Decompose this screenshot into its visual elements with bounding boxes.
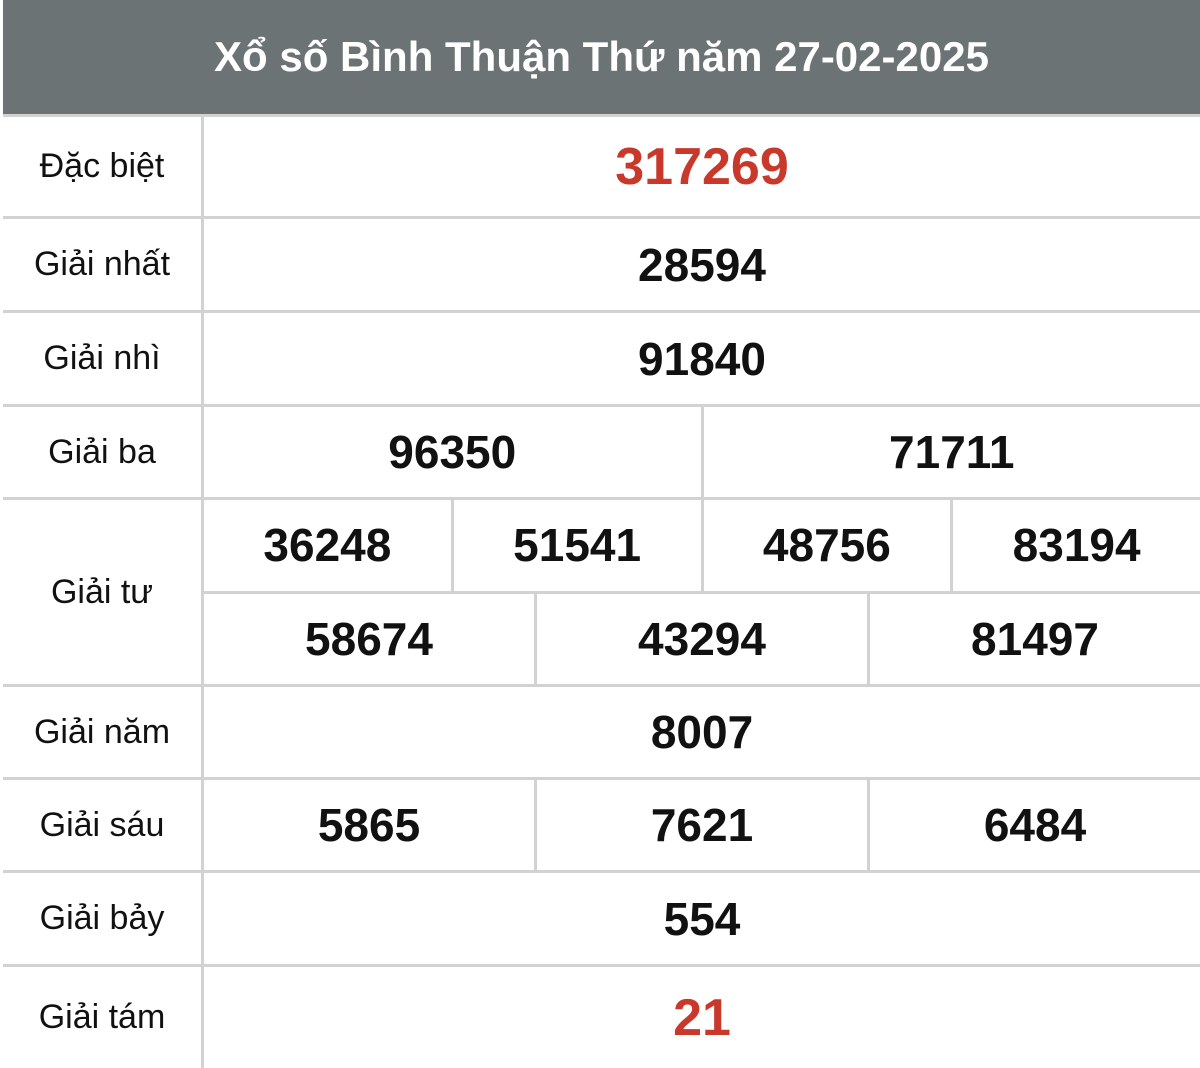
prize-row: Giải tám 21 [3,967,1200,1068]
prize-number: 43294 [537,593,867,684]
prize-row: Giải năm 8007 [3,687,1200,777]
prize-number: 6484 [870,780,1200,870]
prize-number: 91840 [204,313,1200,404]
prize-number-row: 28594 [204,219,1200,310]
prize-row: Đặc biệt 317269 [3,117,1200,216]
prize-number: 554 [204,873,1200,964]
prize-number-row: 5865 7621 6484 [204,780,1200,870]
prize-label: Giải năm [3,687,201,777]
prize-number: 8007 [204,687,1200,777]
prize-number: 48756 [703,500,951,591]
prize-label: Giải tư [3,500,201,684]
prize-number: 7621 [537,780,867,870]
prize-number: 58674 [204,593,534,684]
prize-label: Giải bảy [3,873,201,964]
prize-label: Giải nhất [3,219,201,310]
prize-number-row: 21 [204,967,1200,1068]
prize-number: 96350 [204,407,701,497]
prize-number: 51541 [453,500,701,591]
prize-number: 71711 [703,407,1200,497]
prize-label: Giải ba [3,407,201,497]
prize-number-row: 554 [204,873,1200,964]
prize-number-row: 317269 [204,117,1200,216]
prize-label: Giải nhì [3,313,201,404]
prize-label: Giải sáu [3,780,201,870]
prize-row: Giải tư 36248 51541 48756 83194 58674 43294 814… [3,500,1200,684]
prize-row: Giải ba 96350 71711 [3,407,1200,497]
prize-number: 317269 [204,117,1200,216]
prize-number: 28594 [204,219,1200,310]
prize-number: 5865 [204,780,534,870]
prize-row: Giải nhất 28594 [3,219,1200,310]
prize-number-row: 91840 [204,313,1200,404]
prize-label: Giải tám [3,967,201,1068]
prize-number-row: 36248 51541 48756 83194 [204,500,1200,591]
prize-number-row: 96350 71711 [204,407,1200,497]
prize-number: 21 [204,967,1200,1068]
table-title: Xổ số Bình Thuận Thứ năm 27-02-2025 [3,0,1200,114]
prize-row: Giải bảy 554 [3,873,1200,964]
prize-row: Giải nhì 91840 [3,313,1200,404]
prize-number-row: 58674 43294 81497 [204,593,1200,684]
prize-number: 36248 [204,500,451,591]
prize-row: Giải sáu 5865 7621 6484 [3,780,1200,870]
prize-number: 81497 [870,593,1200,684]
lottery-results-table: Xổ số Bình Thuận Thứ năm 27-02-2025 Đặc … [3,0,1200,1068]
prize-label: Đặc biệt [3,117,201,216]
prize-number: 83194 [953,500,1200,591]
prize-number-row: 8007 [204,687,1200,777]
